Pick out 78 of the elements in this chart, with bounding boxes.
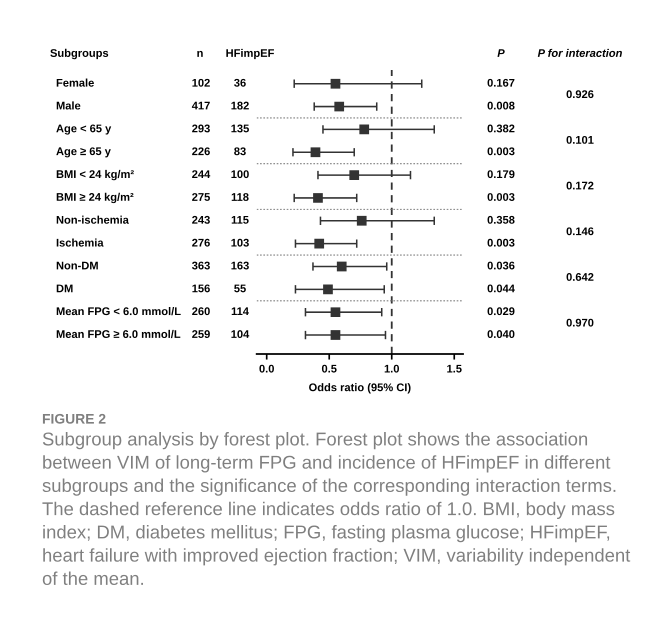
text: 244	[192, 170, 210, 178]
text: 55	[234, 284, 246, 292]
text: 0.003	[488, 193, 514, 201]
text: 103	[231, 238, 249, 247]
point	[356, 216, 367, 226]
text: 0.382	[488, 124, 514, 132]
x-tick-label: 0.5	[322, 364, 337, 373]
point	[310, 147, 320, 158]
text: 104	[231, 330, 250, 338]
text: 135	[231, 124, 249, 132]
text: 0.642	[566, 273, 594, 281]
text: 259	[192, 330, 210, 338]
text: Subgroup analysis by forest plot. Forest plot shows the association between VIM of long-term FPG and incidence of HFimpEF in different subgroups and the significance of the corresponding interaction terms. The dashed reference line indicates odds ratio of 1.0. BMI, body mass index; DM, diabetes mellitus; FPG, fasting plasma glucose; HFimpEF, heart failure with improved ejection fraction; VIM, variability independent of the mean.	[42, 432, 630, 586]
point	[323, 284, 333, 294]
text: HFimpEF	[226, 48, 274, 60]
point	[334, 102, 344, 112]
text: 100	[231, 170, 249, 178]
point	[349, 170, 360, 180]
x-axis-title: Odds ratio (95% CI)	[309, 383, 411, 394]
y-tick-label: Female	[56, 78, 94, 87]
text: 0.172	[566, 182, 594, 190]
text: 276	[192, 238, 210, 247]
y-tick-label: Age ≥ 65 y	[56, 147, 111, 158]
y-tick-label: Age < 65 y	[56, 124, 112, 135]
point	[336, 262, 347, 272]
y-tick-label: Mean FPG ≥ 6.0 mmol/L	[56, 330, 180, 338]
text: 0.040	[488, 330, 514, 338]
y-tick-label: Ischemia	[56, 238, 104, 247]
text: 102	[192, 78, 210, 87]
y-tick-label: Non-ischemia	[56, 216, 129, 224]
text: 0.358	[488, 216, 515, 224]
y-tick-label: BMI ≥ 24 kg/m²	[56, 192, 134, 204]
text: 363	[192, 262, 210, 270]
text: n	[197, 50, 203, 57]
text: 163	[231, 262, 249, 270]
x-tick-label: 1.5	[447, 364, 462, 373]
x-tick-label: 1.0	[384, 364, 399, 373]
text: 0.167	[488, 78, 514, 87]
text: 260	[192, 307, 210, 316]
point	[359, 124, 370, 134]
text: 0.179	[488, 170, 514, 178]
text: 0.044	[488, 284, 515, 292]
text: 0.008	[488, 102, 515, 110]
text: 115	[232, 216, 249, 224]
text: 0.029	[488, 307, 514, 316]
point	[313, 193, 323, 203]
point	[314, 238, 324, 249]
text: 293	[192, 124, 210, 132]
text: 182	[231, 102, 249, 110]
text: 0.036	[488, 262, 514, 270]
text: 0.146	[566, 227, 594, 236]
x-tick-label: 0.0	[259, 364, 274, 373]
text: 0.101	[566, 136, 594, 144]
text: 0.926	[566, 90, 594, 98]
caption: FIGURE 2	[42, 414, 106, 424]
y-tick-label: Male	[56, 101, 80, 110]
text: 83	[234, 147, 246, 156]
y-tick-label: BMI < 24 kg/m²	[56, 170, 134, 180]
text: 0.003	[488, 238, 514, 247]
point	[330, 330, 340, 340]
text: P for interaction	[538, 48, 622, 57]
y-tick-label: Mean FPG < 6.0 mmol/L	[56, 307, 181, 316]
y-tick-label: Non-DM	[56, 262, 98, 270]
point	[330, 307, 340, 318]
text: 0.970	[566, 318, 594, 327]
text: P	[497, 49, 505, 57]
text: 118	[232, 193, 249, 201]
text: 156	[192, 284, 210, 292]
text: 0.003	[488, 147, 514, 156]
point	[330, 78, 340, 89]
text: 114	[232, 307, 249, 316]
text: 36	[234, 78, 246, 87]
text: 226	[192, 147, 210, 156]
text: 275	[192, 193, 210, 201]
text: 243	[192, 216, 210, 224]
text: 417	[192, 102, 210, 110]
y-tick-label: DM	[56, 284, 73, 292]
y-axis-title: Subgroups	[50, 48, 108, 60]
